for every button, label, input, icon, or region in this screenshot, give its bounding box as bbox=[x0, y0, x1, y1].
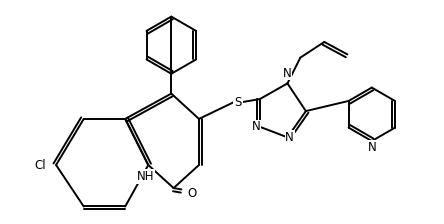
Text: N: N bbox=[252, 120, 261, 133]
Text: N: N bbox=[285, 131, 294, 144]
Text: S: S bbox=[234, 96, 242, 109]
Text: Cl: Cl bbox=[34, 159, 46, 172]
Text: N: N bbox=[368, 141, 376, 154]
Text: O: O bbox=[187, 187, 196, 200]
Text: NH: NH bbox=[136, 170, 154, 183]
Text: N: N bbox=[283, 67, 292, 80]
